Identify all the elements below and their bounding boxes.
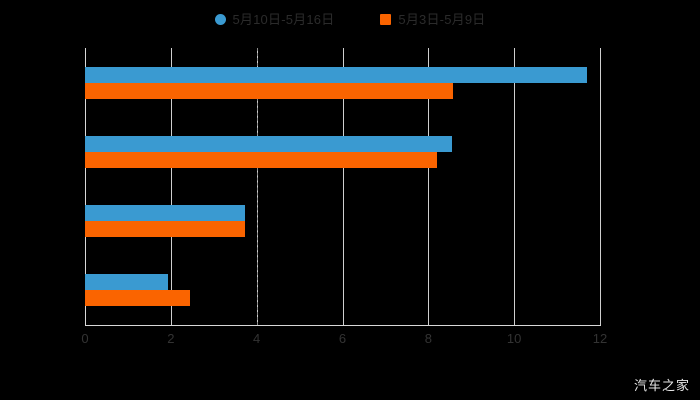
x-tick-label-12: 12 xyxy=(592,331,608,346)
gridline-x-10 xyxy=(514,48,516,325)
legend-label-series-1: 5月3日-5月9日 xyxy=(398,11,486,27)
x-tick-label-10: 10 xyxy=(506,331,522,346)
gridline-x-8 xyxy=(428,48,430,325)
x-axis-line xyxy=(85,325,601,326)
legend-marker-circle-icon xyxy=(214,13,226,25)
bar-德国-series-0[interactable] xyxy=(85,135,452,152)
x-tick-label-2: 2 xyxy=(167,331,175,346)
bar-德国-series-1[interactable] xyxy=(85,151,437,168)
watermark: 汽车之家 xyxy=(633,378,690,393)
bar-美国-series-0[interactable] xyxy=(85,274,168,291)
legend-item-series-1[interactable]: 5月3日-5月9日 xyxy=(380,13,485,26)
bar-中国-series-1[interactable] xyxy=(85,221,246,238)
gridline-x-6 xyxy=(342,48,344,325)
legend-item-series-0[interactable]: 5月10日-5月16日 xyxy=(214,11,335,27)
gridline-x-12 xyxy=(600,48,601,325)
y-axis-line xyxy=(85,48,86,325)
x-tick-label-8: 8 xyxy=(424,331,432,346)
bar-美国-series-1[interactable] xyxy=(85,290,191,307)
chart-legend: 5月10日-5月16日 5月3日-5月9日 xyxy=(0,6,700,32)
dashed-marker-line xyxy=(256,48,258,325)
legend-marker-square-icon xyxy=(380,13,392,25)
x-tick-label-4: 4 xyxy=(253,331,261,346)
x-tick-label-6: 6 xyxy=(338,331,347,346)
x-tick-label-0: 0 xyxy=(81,331,89,346)
legend-label-series-0: 5月10日-5月16日 xyxy=(232,11,335,27)
bar-日本-series-1[interactable] xyxy=(85,82,454,99)
gridline-x-2 xyxy=(170,48,172,325)
bar-日本-series-0[interactable] xyxy=(85,66,588,83)
bar-中国-series-0[interactable] xyxy=(85,205,246,222)
